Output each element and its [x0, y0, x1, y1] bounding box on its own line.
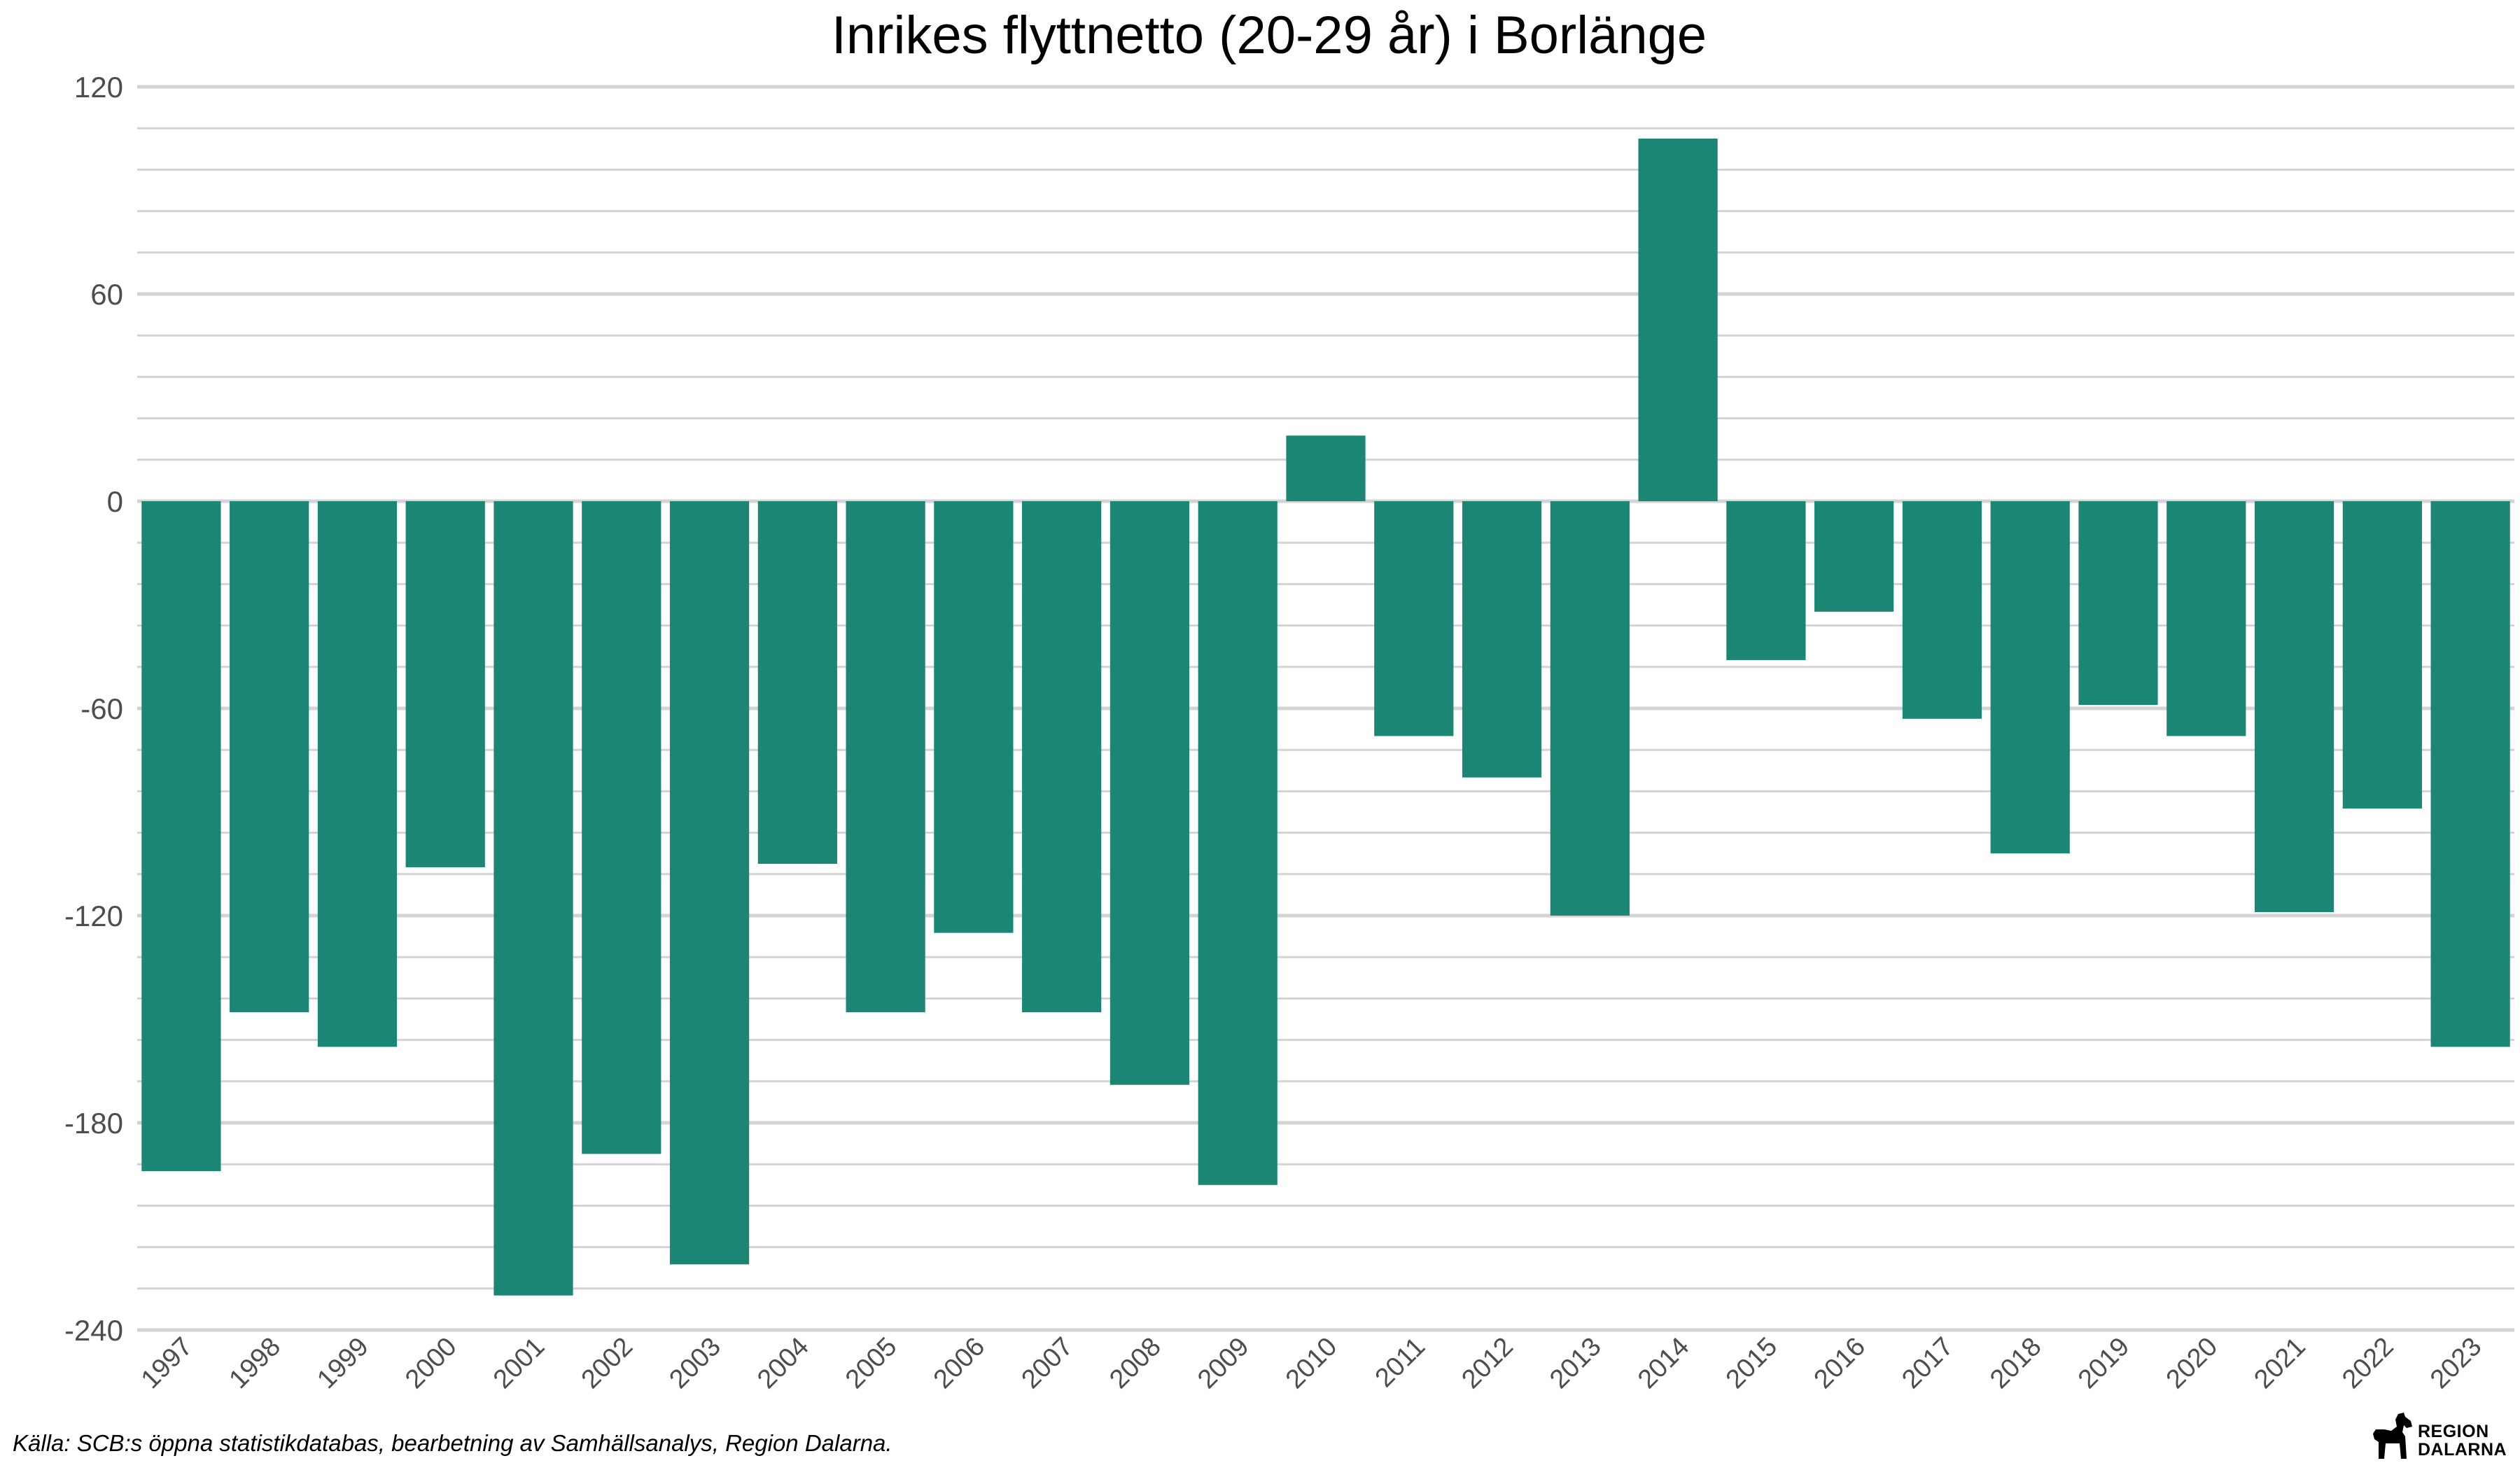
x-tick-label: 2018 — [1984, 1332, 2047, 1394]
bar-2019 — [2078, 501, 2158, 706]
x-tick-label: 2005 — [840, 1332, 902, 1394]
bar-2006 — [934, 501, 1014, 933]
dala-horse-icon — [2373, 1413, 2412, 1459]
bar-2004 — [757, 501, 837, 864]
bar-2010 — [1286, 435, 1366, 501]
bar-1997 — [141, 501, 221, 1172]
x-tick-label: 2019 — [2073, 1332, 2135, 1394]
x-tick-label: 2012 — [1456, 1332, 1518, 1394]
logo-text-region: REGION — [2418, 1422, 2489, 1441]
bar-2012 — [1462, 501, 1542, 778]
y-tick-label: 0 — [107, 485, 123, 518]
bar-2000 — [405, 501, 485, 867]
x-tick-label: 2023 — [2425, 1332, 2487, 1394]
bar-2018 — [1990, 501, 2070, 854]
x-tick-label: 2011 — [1370, 1332, 1431, 1393]
bar-2011 — [1374, 501, 1454, 736]
bar-2022 — [2342, 501, 2422, 809]
bar-2008 — [1110, 501, 1190, 1085]
y-tick-label: -240 — [64, 1314, 123, 1347]
bar-2009 — [1198, 501, 1278, 1185]
x-tick-label: 2022 — [2337, 1332, 2399, 1394]
bar-2002 — [582, 501, 662, 1154]
x-tick-label: 2013 — [1544, 1332, 1606, 1394]
region-dalarna-logo: REGION DALARNA — [2370, 1407, 2510, 1463]
bar-2007 — [1022, 501, 1102, 1013]
x-tick-label: 2006 — [928, 1332, 990, 1394]
bar-2017 — [1902, 501, 1982, 719]
bar-2013 — [1550, 501, 1630, 916]
x-tick-label: 1998 — [224, 1332, 286, 1394]
bar-2021 — [2254, 501, 2334, 913]
bar-2016 — [1814, 501, 1894, 612]
chart-title: Inrikes flyttnetto (20-29 år) i Borlänge — [832, 6, 1707, 65]
y-tick-label: 120 — [74, 71, 123, 104]
x-tick-label: 2010 — [1280, 1332, 1343, 1394]
x-tick-label: 2020 — [2161, 1332, 2223, 1394]
bar-2020 — [2166, 501, 2246, 736]
y-axis-ticks: 120 60 0 -60 -120 -180 -240 — [64, 71, 123, 1347]
x-tick-label: 2000 — [400, 1332, 462, 1394]
bar-2015 — [1726, 501, 1806, 660]
x-tick-label: 2016 — [1809, 1332, 1871, 1394]
x-tick-label: 2003 — [664, 1332, 726, 1394]
x-tick-label: 2001 — [488, 1332, 550, 1394]
bar-2001 — [493, 501, 573, 1296]
x-tick-label: 2014 — [1632, 1332, 1695, 1394]
bar-1999 — [317, 501, 398, 1047]
bar-1998 — [230, 501, 309, 1013]
y-tick-label: 60 — [90, 278, 123, 311]
y-tick-label: -60 — [80, 692, 123, 725]
x-tick-label: 2007 — [1016, 1332, 1079, 1394]
x-tick-label: 2015 — [1721, 1332, 1783, 1394]
x-tick-label: 2008 — [1104, 1332, 1166, 1394]
source-caption: Källa: SCB:s öppna statistikdatabas, bea… — [13, 1430, 892, 1456]
x-tick-label: 1997 — [136, 1332, 198, 1394]
x-tick-label: 1999 — [312, 1332, 374, 1394]
y-tick-label: -180 — [64, 1107, 123, 1140]
logo-text-dalarna: DALARNA — [2418, 1440, 2507, 1460]
bar-2003 — [669, 501, 750, 1265]
bars — [141, 139, 2510, 1296]
x-tick-label: 2002 — [576, 1332, 638, 1394]
bar-2014 — [1638, 139, 1718, 501]
x-tick-label: 2004 — [752, 1332, 814, 1394]
x-axis-ticks: 1997 1998 1999 2000 2001 2002 2003 2004 2005 2006… — [136, 1332, 2488, 1394]
bar-2005 — [846, 501, 925, 1013]
x-tick-label: 2017 — [1896, 1332, 1959, 1394]
bar-2023 — [2430, 501, 2510, 1047]
x-tick-label: 2021 — [2248, 1332, 2311, 1394]
y-tick-label: -120 — [64, 899, 123, 932]
x-tick-label: 2009 — [1192, 1332, 1254, 1394]
